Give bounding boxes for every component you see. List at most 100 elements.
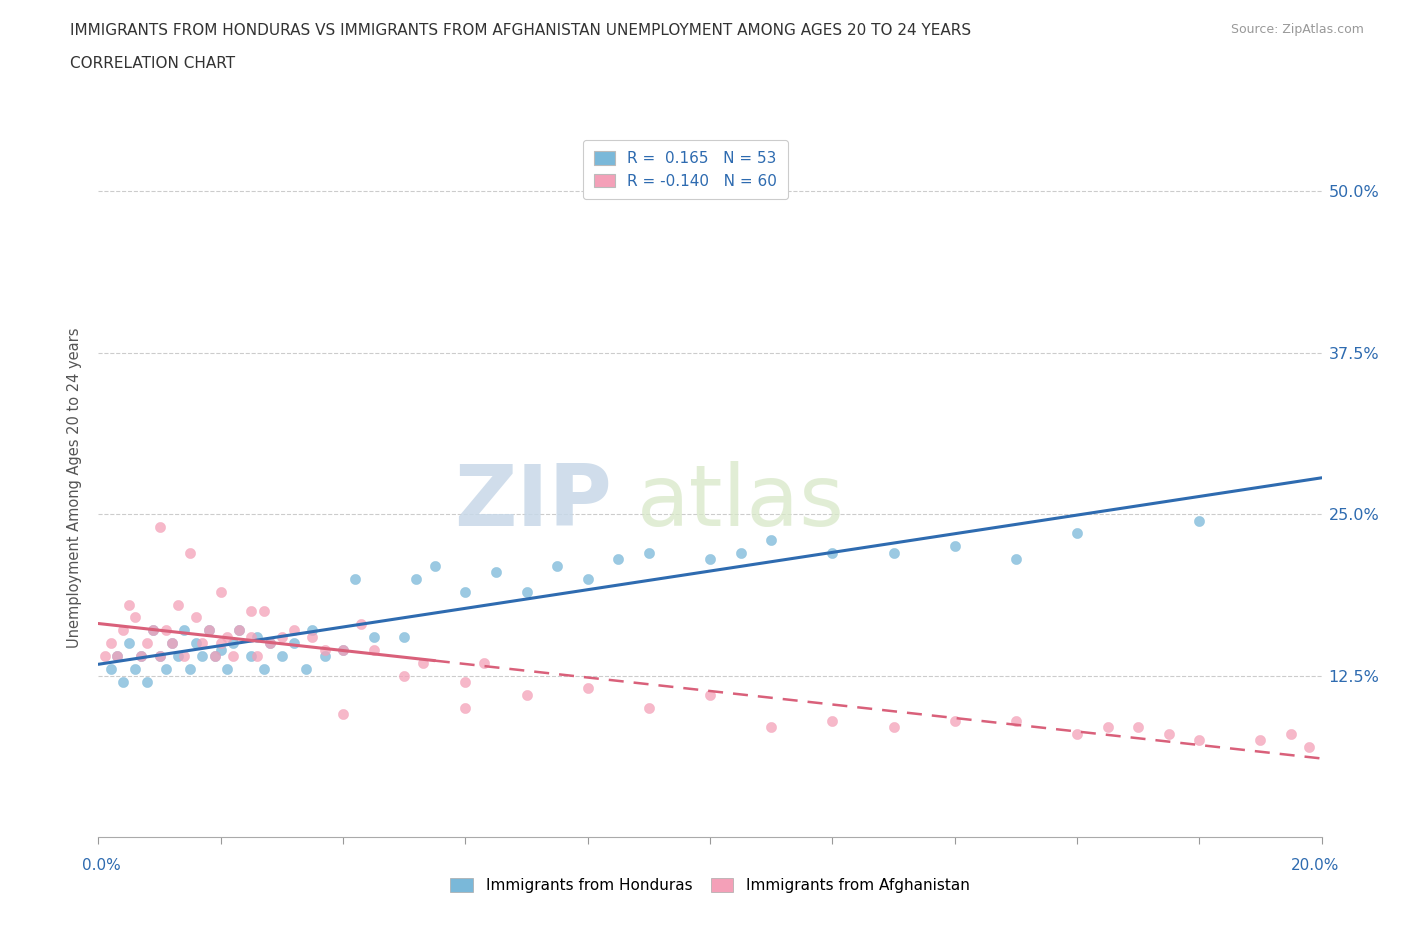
Point (124, 661, 146, 676)
Point (186, 636, 208, 651)
Point (111, 623, 134, 638)
Point (485, 565, 508, 579)
Point (215, 630, 238, 644)
Point (246, 649, 269, 664)
Point (228, 623, 250, 638)
Point (637, 545, 661, 560)
Point (472, 656, 495, 671)
Point (93, 649, 115, 664)
Point (943, 539, 966, 554)
Point (179, 545, 201, 560)
Point (363, 630, 385, 644)
Point (228, 623, 250, 638)
Point (270, 630, 292, 644)
Point (118, 636, 141, 651)
Point (1298, 739, 1320, 754)
Point (197, 623, 219, 638)
Point (191, 649, 214, 664)
Point (100, 636, 122, 651)
Point (314, 649, 336, 664)
Point (209, 643, 232, 658)
Point (607, 551, 630, 566)
Point (1066, 726, 1088, 741)
Point (283, 623, 305, 638)
Point (222, 636, 245, 651)
Point (209, 584, 232, 599)
Point (173, 623, 195, 638)
Point (246, 630, 269, 644)
Point (204, 649, 226, 664)
Point (129, 649, 152, 664)
Point (142, 623, 165, 638)
Point (124, 610, 146, 625)
Text: IMMIGRANTS FROM HONDURAS VS IMMIGRANTS FROM AFGHANISTAN UNEMPLOYMENT AMONG AGES : IMMIGRANTS FROM HONDURAS VS IMMIGRANTS F… (70, 23, 972, 38)
Point (209, 636, 232, 651)
Point (821, 713, 844, 728)
Point (699, 687, 721, 702)
Text: ZIP: ZIP (454, 460, 612, 544)
Point (160, 636, 183, 651)
Point (149, 520, 172, 535)
Point (197, 623, 219, 638)
Point (1188, 733, 1211, 748)
Point (423, 558, 446, 573)
Point (637, 700, 661, 715)
Point (155, 661, 177, 676)
Point (412, 656, 434, 671)
Legend: R =  0.165   N = 53, R = -0.140   N = 60: R = 0.165 N = 53, R = -0.140 N = 60 (583, 140, 787, 199)
Point (943, 713, 966, 728)
Point (240, 604, 263, 618)
Point (546, 558, 568, 573)
Point (516, 584, 538, 599)
Point (1097, 720, 1119, 735)
Point (363, 643, 385, 658)
Point (759, 720, 782, 735)
Point (149, 649, 172, 664)
Point (301, 630, 323, 644)
Point (129, 649, 152, 664)
Point (240, 630, 263, 644)
Text: 20.0%: 20.0% (1291, 857, 1339, 872)
Point (454, 674, 477, 689)
Point (283, 636, 305, 651)
Point (1188, 513, 1211, 528)
Point (1128, 720, 1150, 735)
Point (699, 551, 721, 566)
Point (1249, 733, 1271, 748)
Point (295, 661, 318, 676)
Point (167, 597, 190, 612)
Point (179, 661, 201, 676)
Point (883, 545, 905, 560)
Point (730, 545, 752, 560)
Text: 0.0%: 0.0% (82, 857, 121, 872)
Point (1157, 726, 1180, 741)
Point (142, 623, 165, 638)
Point (240, 649, 263, 664)
Point (1004, 713, 1026, 728)
Text: Source: ZipAtlas.com: Source: ZipAtlas.com (1230, 23, 1364, 36)
Text: CORRELATION CHART: CORRELATION CHART (70, 56, 235, 71)
Point (405, 571, 427, 586)
Point (1004, 551, 1026, 566)
Text: atlas: atlas (637, 460, 845, 544)
Point (454, 584, 477, 599)
Point (332, 707, 354, 722)
Point (576, 571, 599, 586)
Point (105, 649, 128, 664)
Point (392, 668, 416, 683)
Point (136, 636, 159, 651)
Point (454, 700, 477, 715)
Y-axis label: Unemployment Among Ages 20 to 24 years: Unemployment Among Ages 20 to 24 years (67, 328, 83, 648)
Point (191, 636, 214, 651)
Point (186, 610, 208, 625)
Point (576, 681, 599, 696)
Point (167, 649, 190, 664)
Point (105, 649, 128, 664)
Point (1066, 526, 1088, 541)
Point (301, 623, 323, 638)
Point (821, 545, 844, 560)
Point (314, 643, 336, 658)
Point (252, 604, 274, 618)
Point (160, 636, 183, 651)
Point (759, 533, 782, 548)
